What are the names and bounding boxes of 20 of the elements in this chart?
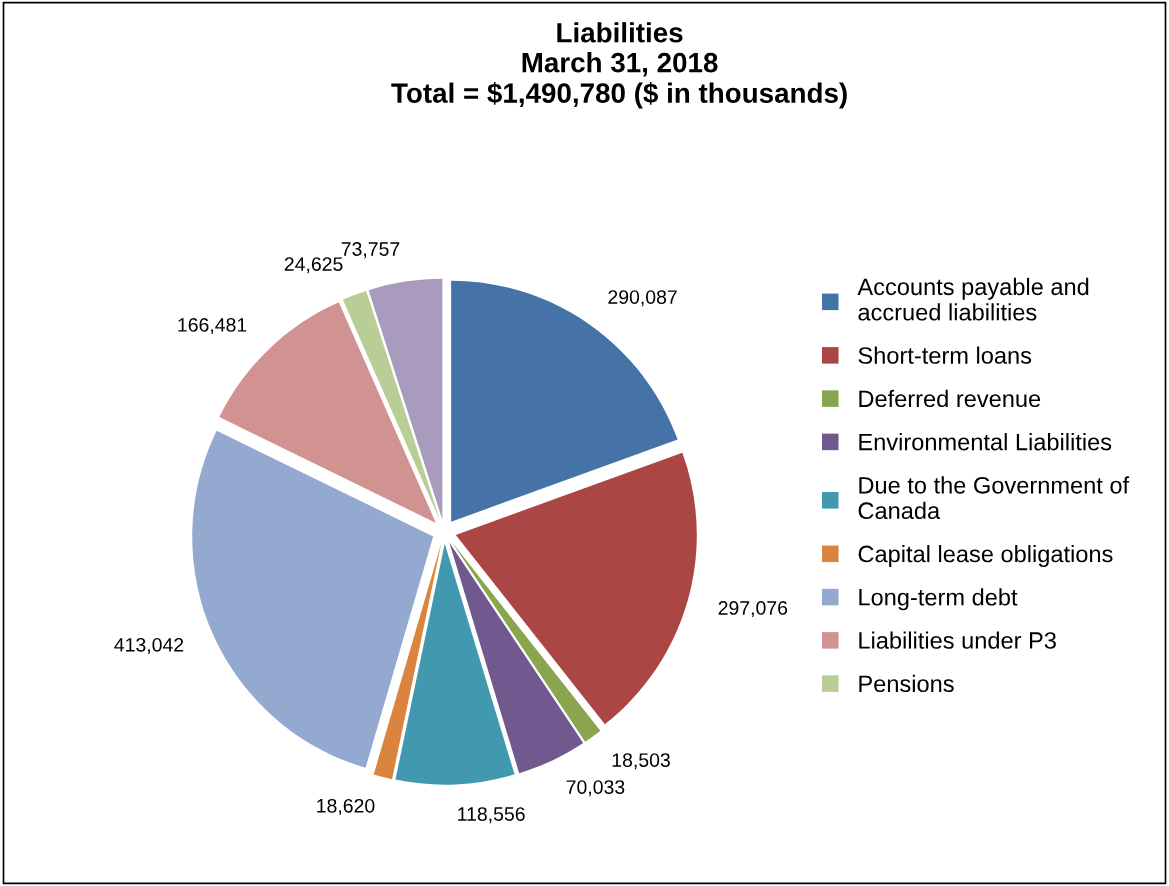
legend-label: Capital lease obligations	[858, 544, 1113, 567]
legend-label: Long-term debt	[859, 588, 1018, 611]
legend-label: Deferred revenue	[859, 389, 1041, 408]
legend-label: Short-term loans	[858, 346, 1032, 364]
data-label: 290,087	[608, 290, 677, 307]
legend-label: Due to the Government of Canada	[858, 476, 1130, 520]
data-label: 18,620	[317, 798, 375, 815]
data-label: 70,033	[566, 780, 625, 797]
data-label: 297,076	[718, 601, 788, 618]
data-label: 73,757	[341, 242, 400, 259]
data-label: 166,481	[178, 318, 247, 335]
data-label: 413,042	[114, 637, 184, 655]
legend-label: Accounts payable and accrued liabilities	[857, 277, 1089, 321]
data-label: 118,556	[458, 807, 525, 824]
legend-label: Pensions	[859, 674, 954, 693]
legend-label: Liabilities under P3	[859, 631, 1056, 649]
data-label: 18,503	[612, 753, 670, 770]
legend-label: Environmental Liabilities	[859, 433, 1112, 451]
data-label: 24,625	[284, 257, 343, 274]
chart-title: Liabilities March 31, 2018 Total = $1,490,780 ($ in thousands)	[391, 22, 847, 109]
